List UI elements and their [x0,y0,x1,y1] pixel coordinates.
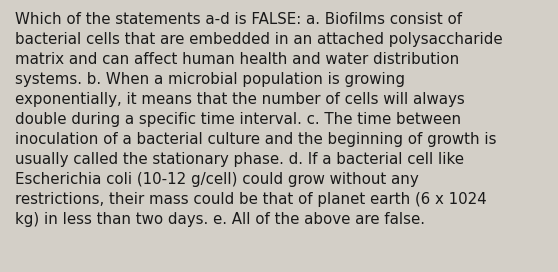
Text: Which of the statements a-d is FALSE: a. Biofilms consist of
bacterial cells tha: Which of the statements a-d is FALSE: a.… [16,12,503,227]
